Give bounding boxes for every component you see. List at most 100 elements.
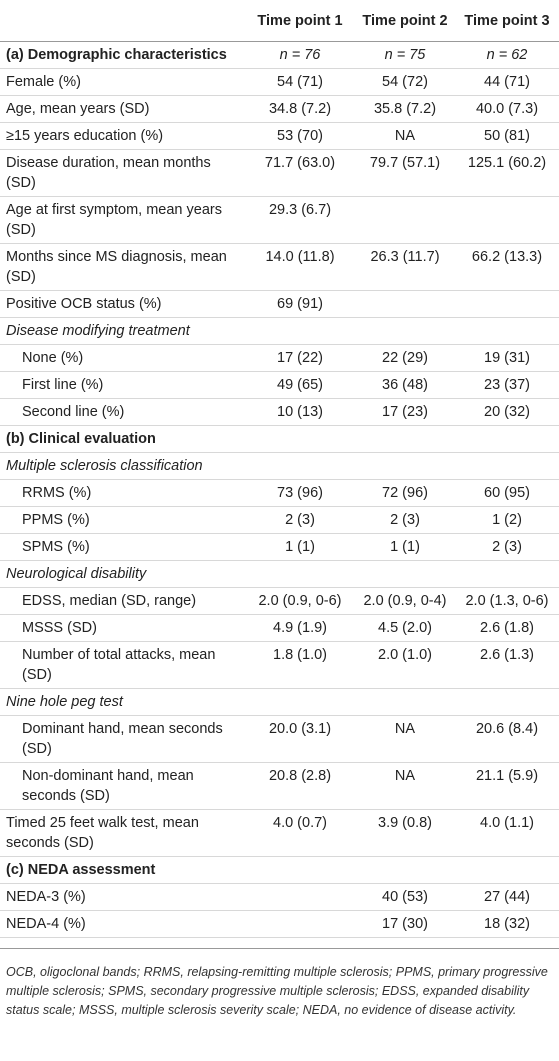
cell: 2.6 (1.3): [455, 641, 559, 689]
cell: 14.0 (11.8): [245, 243, 355, 291]
cell: n = 62: [455, 41, 559, 69]
cell: NA: [355, 122, 455, 150]
cell: 4.0 (1.1): [455, 809, 559, 857]
row-label: RRMS (%): [0, 479, 245, 507]
header-row: Time point 1 Time point 2 Time point 3: [0, 0, 559, 42]
cell: 40 (53): [355, 883, 455, 911]
cell: 1.8 (1.0): [245, 641, 355, 689]
table-row: Neurological disability: [0, 560, 559, 588]
cell: 53 (70): [245, 122, 355, 150]
empty-cell: [455, 290, 559, 318]
cell: 20 (32): [455, 398, 559, 426]
table-row: Timed 25 feet walk test, mean seconds (S…: [0, 809, 559, 857]
cell: 2 (3): [355, 506, 455, 534]
row-label: Number of total attacks, mean (SD): [0, 641, 245, 689]
cell: 1 (1): [245, 533, 355, 561]
cell: 2.0 (1.3, 0-6): [455, 587, 559, 615]
cell: 44 (71): [455, 68, 559, 96]
row-label: PPMS (%): [0, 506, 245, 534]
row-label: First line (%): [0, 371, 245, 399]
row-label: Disease modifying treatment: [0, 317, 559, 345]
row-label: Nine hole peg test: [0, 688, 559, 716]
table-row: NEDA-4 (%) 17 (30) 18 (32): [0, 910, 559, 938]
cell: 23 (37): [455, 371, 559, 399]
column-header: Time point 3: [455, 0, 559, 42]
table-row: Age at first symptom, mean years (SD) 29.…: [0, 196, 559, 244]
empty-cell: [355, 290, 455, 318]
table-row: Number of total attacks, mean (SD) 1.8 (1…: [0, 641, 559, 689]
table-row: SPMS (%) 1 (1) 1 (1) 2 (3): [0, 533, 559, 561]
cell: 72 (96): [355, 479, 455, 507]
empty-cell: [245, 883, 355, 911]
table-row: MSSS (SD) 4.9 (1.9) 4.5 (2.0) 2.6 (1.8): [0, 614, 559, 642]
cell: 1 (1): [355, 533, 455, 561]
table-row: ≥15 years education (%) 53 (70) NA 50 (81): [0, 122, 559, 150]
table-row: Age, mean years (SD) 34.8 (7.2) 35.8 (7.2)…: [0, 95, 559, 123]
cell: 60 (95): [455, 479, 559, 507]
cell: 21.1 (5.9): [455, 762, 559, 810]
cell: 4.9 (1.9): [245, 614, 355, 642]
table-row: Second line (%) 10 (13) 17 (23) 20 (32): [0, 398, 559, 426]
row-label: (c) NEDA assessment: [0, 856, 559, 884]
cell: 26.3 (11.7): [355, 243, 455, 291]
cell: 34.8 (7.2): [245, 95, 355, 123]
cell: 50 (81): [455, 122, 559, 150]
table-row: Multiple sclerosis classification: [0, 452, 559, 480]
cell: 4.0 (0.7): [245, 809, 355, 857]
cell: 2.0 (0.9, 0-4): [355, 587, 455, 615]
row-label: Timed 25 feet walk test, mean seconds (S…: [0, 809, 245, 857]
cell: 66.2 (13.3): [455, 243, 559, 291]
empty-cell: [355, 196, 455, 244]
empty-cell: [245, 910, 355, 938]
row-label: Multiple sclerosis classification: [0, 452, 559, 480]
table-row: None (%) 17 (22) 22 (29) 19 (31): [0, 344, 559, 372]
footnote: OCB, oligoclonal bands; RRMS, relapsing-…: [0, 948, 559, 1020]
cell: 17 (23): [355, 398, 455, 426]
cell: 2.0 (1.0): [355, 641, 455, 689]
table-row: Positive OCB status (%) 69 (91): [0, 290, 559, 318]
table-row: (c) NEDA assessment: [0, 856, 559, 884]
table-row: RRMS (%) 73 (96) 72 (96) 60 (95): [0, 479, 559, 507]
table-row: Months since MS diagnosis, mean (SD) 14.0…: [0, 243, 559, 291]
table-row: Nine hole peg test: [0, 688, 559, 716]
cell: 54 (71): [245, 68, 355, 96]
row-label: Positive OCB status (%): [0, 290, 245, 318]
table-row: Non-dominant hand, mean seconds (SD) 20.8…: [0, 762, 559, 810]
cell: 69 (91): [245, 290, 355, 318]
cell: 54 (72): [355, 68, 455, 96]
row-label: Age, mean years (SD): [0, 95, 245, 123]
table-row: Dominant hand, mean seconds (SD) 20.0 (3.…: [0, 715, 559, 763]
cell: 2.6 (1.8): [455, 614, 559, 642]
row-label: Dominant hand, mean seconds (SD): [0, 715, 245, 763]
header-blank: [0, 0, 245, 42]
row-label: (a) Demographic characteristics: [0, 41, 245, 69]
cell: 2.0 (0.9, 0-6): [245, 587, 355, 615]
table-row: PPMS (%) 2 (3) 2 (3) 1 (2): [0, 506, 559, 534]
row-label: None (%): [0, 344, 245, 372]
data-table: Time point 1 Time point 2 Time point 3 (a)…: [0, 0, 559, 938]
table-body: (a) Demographic characteristics n = 76 n =…: [0, 41, 559, 938]
cell: 40.0 (7.3): [455, 95, 559, 123]
table-row: (b) Clinical evaluation: [0, 425, 559, 453]
cell: 10 (13): [245, 398, 355, 426]
cell: 29.3 (6.7): [245, 196, 355, 244]
cell: 36 (48): [355, 371, 455, 399]
row-label: Non-dominant hand, mean seconds (SD): [0, 762, 245, 810]
row-label: Second line (%): [0, 398, 245, 426]
row-label: Neurological disability: [0, 560, 559, 588]
row-label: (b) Clinical evaluation: [0, 425, 559, 453]
cell: 20.8 (2.8): [245, 762, 355, 810]
row-label: Age at first symptom, mean years (SD): [0, 196, 245, 244]
table-row: EDSS, median (SD, range) 2.0 (0.9, 0-6) 2.…: [0, 587, 559, 615]
cell: 3.9 (0.8): [355, 809, 455, 857]
row-label: NEDA-4 (%): [0, 910, 245, 938]
cell: 17 (30): [355, 910, 455, 938]
cell: 2 (3): [245, 506, 355, 534]
cell: 19 (31): [455, 344, 559, 372]
cell: NA: [355, 762, 455, 810]
table-row: Disease duration, mean months (SD) 71.7 (…: [0, 149, 559, 197]
cell: 2 (3): [455, 533, 559, 561]
cell: 35.8 (7.2): [355, 95, 455, 123]
cell: 18 (32): [455, 910, 559, 938]
